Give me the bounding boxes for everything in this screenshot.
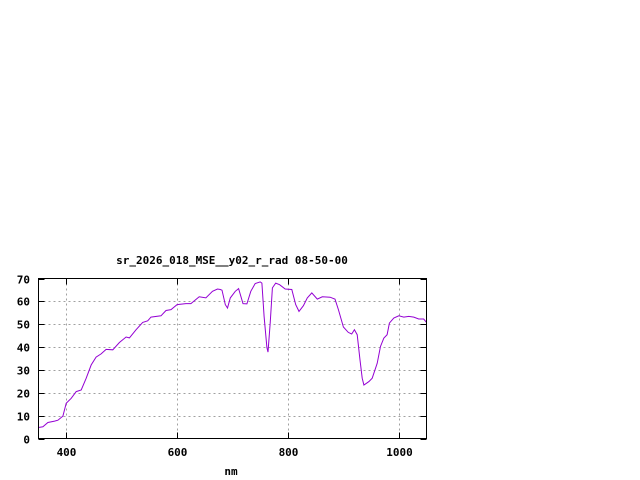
y-tick-label: 20 [17,388,30,401]
x-tick-label: 400 [57,446,77,459]
x-tick-label: 800 [279,446,299,459]
y-tick-label: 40 [17,342,30,355]
y-tick-label: 30 [17,365,30,378]
x-axis-label: nm [224,465,238,478]
y-tick-label: 70 [17,274,30,287]
axis-ticks: 400 600 800 1000 0 10 20 30 40 50 60 70 [17,274,427,459]
y-tick-label: 10 [17,411,30,424]
x-tick-label: 1000 [386,446,413,459]
y-tick-label: 60 [17,296,30,309]
chart-title: sr_2026_018_MSE__y02_r_rad 08-50-00 [116,254,348,267]
series-line [38,281,427,428]
y-tick-label: 50 [17,319,30,332]
y-tick-label: 0 [23,434,30,447]
plot-border [38,278,427,439]
x-tick-label: 600 [168,446,188,459]
grid [38,278,427,439]
